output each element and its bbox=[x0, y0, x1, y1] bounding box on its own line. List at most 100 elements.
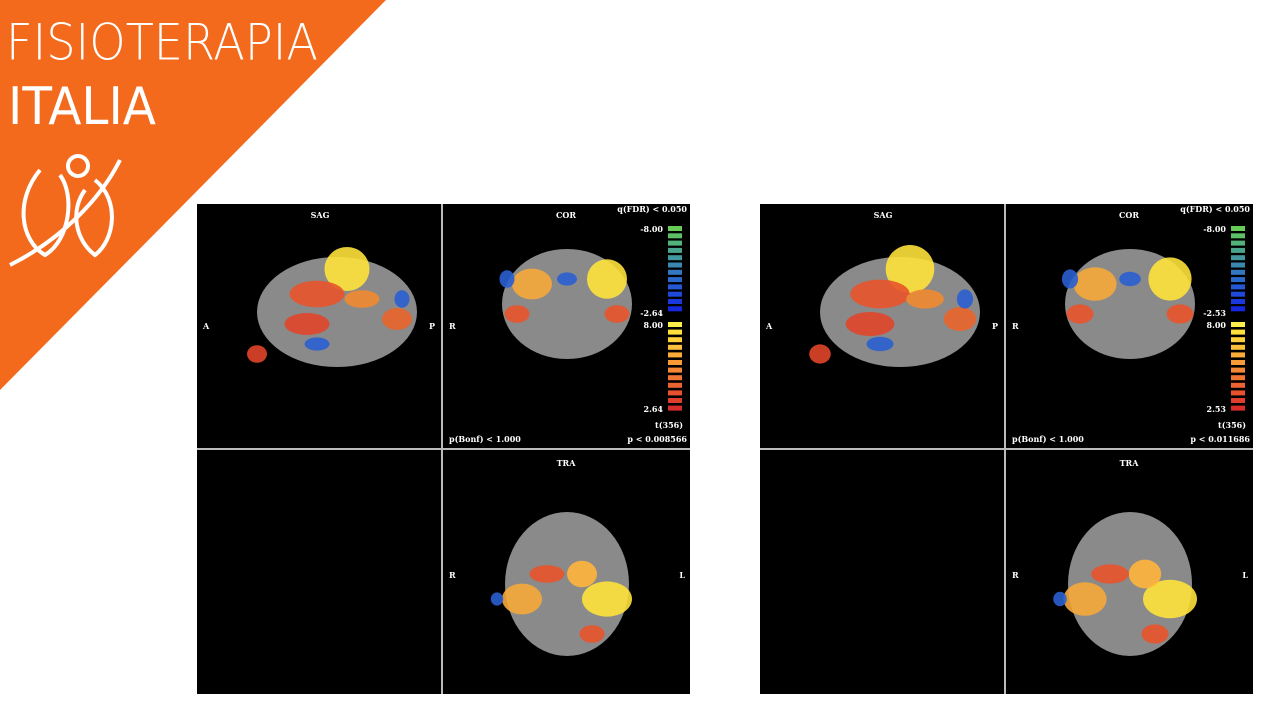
colorbar-swatch bbox=[1231, 382, 1245, 388]
colorbar-swatch bbox=[1231, 291, 1245, 297]
view-title: TRA bbox=[557, 458, 577, 468]
colorbar-swatch bbox=[668, 367, 682, 373]
colorbar-swatch bbox=[668, 382, 682, 388]
colorbar-swatch bbox=[668, 337, 682, 343]
colorbar-swatch bbox=[668, 240, 682, 246]
colorbar-swatch bbox=[668, 284, 682, 290]
colorbar-swatch bbox=[1231, 329, 1245, 335]
orientation-label: R bbox=[1012, 321, 1019, 331]
colorbar-swatch bbox=[1231, 322, 1245, 327]
orientation-label: R bbox=[449, 321, 456, 331]
p-value-label: p < 0.011686 bbox=[1190, 434, 1250, 444]
colorbar-swatch bbox=[1231, 284, 1245, 290]
activation bbox=[845, 312, 895, 336]
threshold-label: q(FDR) < 0.050 bbox=[1180, 204, 1250, 214]
logo-line1: FISIOTERAPIA bbox=[6, 14, 318, 72]
colorbar-swatch bbox=[668, 255, 682, 261]
bonferroni-label: p(Bonf) < 1.000 bbox=[449, 434, 521, 444]
colorbar-swatch bbox=[1231, 398, 1245, 403]
activation bbox=[1053, 591, 1067, 607]
activation bbox=[304, 337, 330, 351]
colorbar-swatch bbox=[668, 291, 682, 297]
activation bbox=[1141, 624, 1169, 644]
activation bbox=[557, 272, 577, 286]
bonferroni-label: p(Bonf) < 1.000 bbox=[1012, 434, 1084, 444]
logo: FISIOTERAPIA ITALIA bbox=[0, 0, 386, 390]
colorbar-swatch bbox=[1231, 360, 1245, 365]
colorbar-swatch bbox=[668, 269, 682, 275]
p-value-label: p < 0.008566 bbox=[627, 434, 687, 444]
colorbar-swatch bbox=[668, 233, 682, 239]
activation bbox=[906, 289, 944, 309]
activation bbox=[885, 245, 935, 293]
scale-label: -8.00 bbox=[640, 224, 663, 234]
activation bbox=[324, 247, 370, 291]
activation bbox=[1073, 267, 1117, 301]
stat-label: t(356) bbox=[1218, 420, 1246, 430]
activation bbox=[1166, 304, 1194, 324]
activation bbox=[247, 345, 267, 363]
scale-label: -2.64 bbox=[640, 308, 663, 318]
view-title: COR bbox=[556, 210, 576, 220]
scale-label: 8.00 bbox=[1207, 320, 1227, 330]
orientation-label: L bbox=[1242, 570, 1248, 580]
view-title: COR bbox=[1119, 210, 1139, 220]
activation bbox=[1061, 269, 1079, 289]
orientation-label: P bbox=[429, 321, 435, 331]
threshold-label: q(FDR) < 0.050 bbox=[617, 204, 687, 214]
orientation-label: A bbox=[765, 321, 773, 331]
colorbar-swatch bbox=[1231, 390, 1245, 396]
activation bbox=[567, 560, 597, 588]
activation bbox=[1063, 582, 1107, 616]
activation bbox=[394, 290, 410, 308]
view-title: TRA bbox=[1120, 458, 1140, 468]
colorbar-swatch bbox=[1231, 367, 1245, 373]
activation bbox=[809, 344, 831, 364]
activation bbox=[1143, 579, 1197, 619]
brain-transverse bbox=[1068, 512, 1192, 656]
orientation-label: R bbox=[1012, 570, 1019, 580]
colorbar-swatch bbox=[668, 360, 682, 365]
activation bbox=[943, 307, 977, 331]
activation bbox=[582, 581, 632, 617]
activation bbox=[499, 270, 515, 288]
activation bbox=[587, 259, 627, 299]
colorbar-swatch bbox=[1231, 226, 1245, 231]
colorbar-swatch bbox=[1231, 344, 1245, 350]
colorbar-swatch bbox=[1231, 337, 1245, 343]
colorbar-swatch bbox=[668, 398, 682, 403]
colorbar-swatch bbox=[668, 262, 682, 268]
activation bbox=[344, 290, 380, 308]
scale-label: -8.00 bbox=[1203, 224, 1226, 234]
activation bbox=[490, 592, 504, 606]
activation bbox=[382, 308, 412, 330]
colorbar-swatch bbox=[1231, 352, 1245, 358]
colorbar-swatch bbox=[1231, 233, 1245, 239]
mri-panel: SAG A P COR Rq(FDR) < 0.050 -8.00 -2.64 8.00 2.6… bbox=[197, 204, 690, 694]
activation bbox=[1119, 271, 1141, 287]
colorbar-swatch bbox=[1231, 247, 1245, 253]
activation bbox=[529, 565, 565, 583]
activation bbox=[604, 305, 630, 323]
colorbar-swatch bbox=[668, 226, 682, 231]
colorbar-swatch bbox=[1231, 306, 1245, 312]
scale-label: -2.53 bbox=[1203, 308, 1226, 318]
colorbar-swatch bbox=[1231, 262, 1245, 268]
colorbar-swatch bbox=[668, 375, 682, 381]
activation bbox=[1091, 564, 1129, 584]
orientation-label: P bbox=[992, 321, 998, 331]
logo-icon bbox=[9, 154, 122, 267]
view-title: SAG bbox=[874, 210, 893, 220]
colorbar-swatch bbox=[1231, 269, 1245, 275]
colorbar-swatch bbox=[668, 322, 682, 327]
orientation-label: A bbox=[202, 321, 210, 331]
activation bbox=[1128, 559, 1162, 589]
scale-label: 2.53 bbox=[1207, 404, 1227, 414]
orientation-label: L bbox=[679, 570, 685, 580]
colorbar-swatch bbox=[1231, 299, 1245, 304]
colorbar-swatch bbox=[1231, 375, 1245, 381]
activation bbox=[956, 289, 974, 309]
brain-sagittal bbox=[257, 257, 417, 367]
colorbar-swatch bbox=[668, 352, 682, 358]
